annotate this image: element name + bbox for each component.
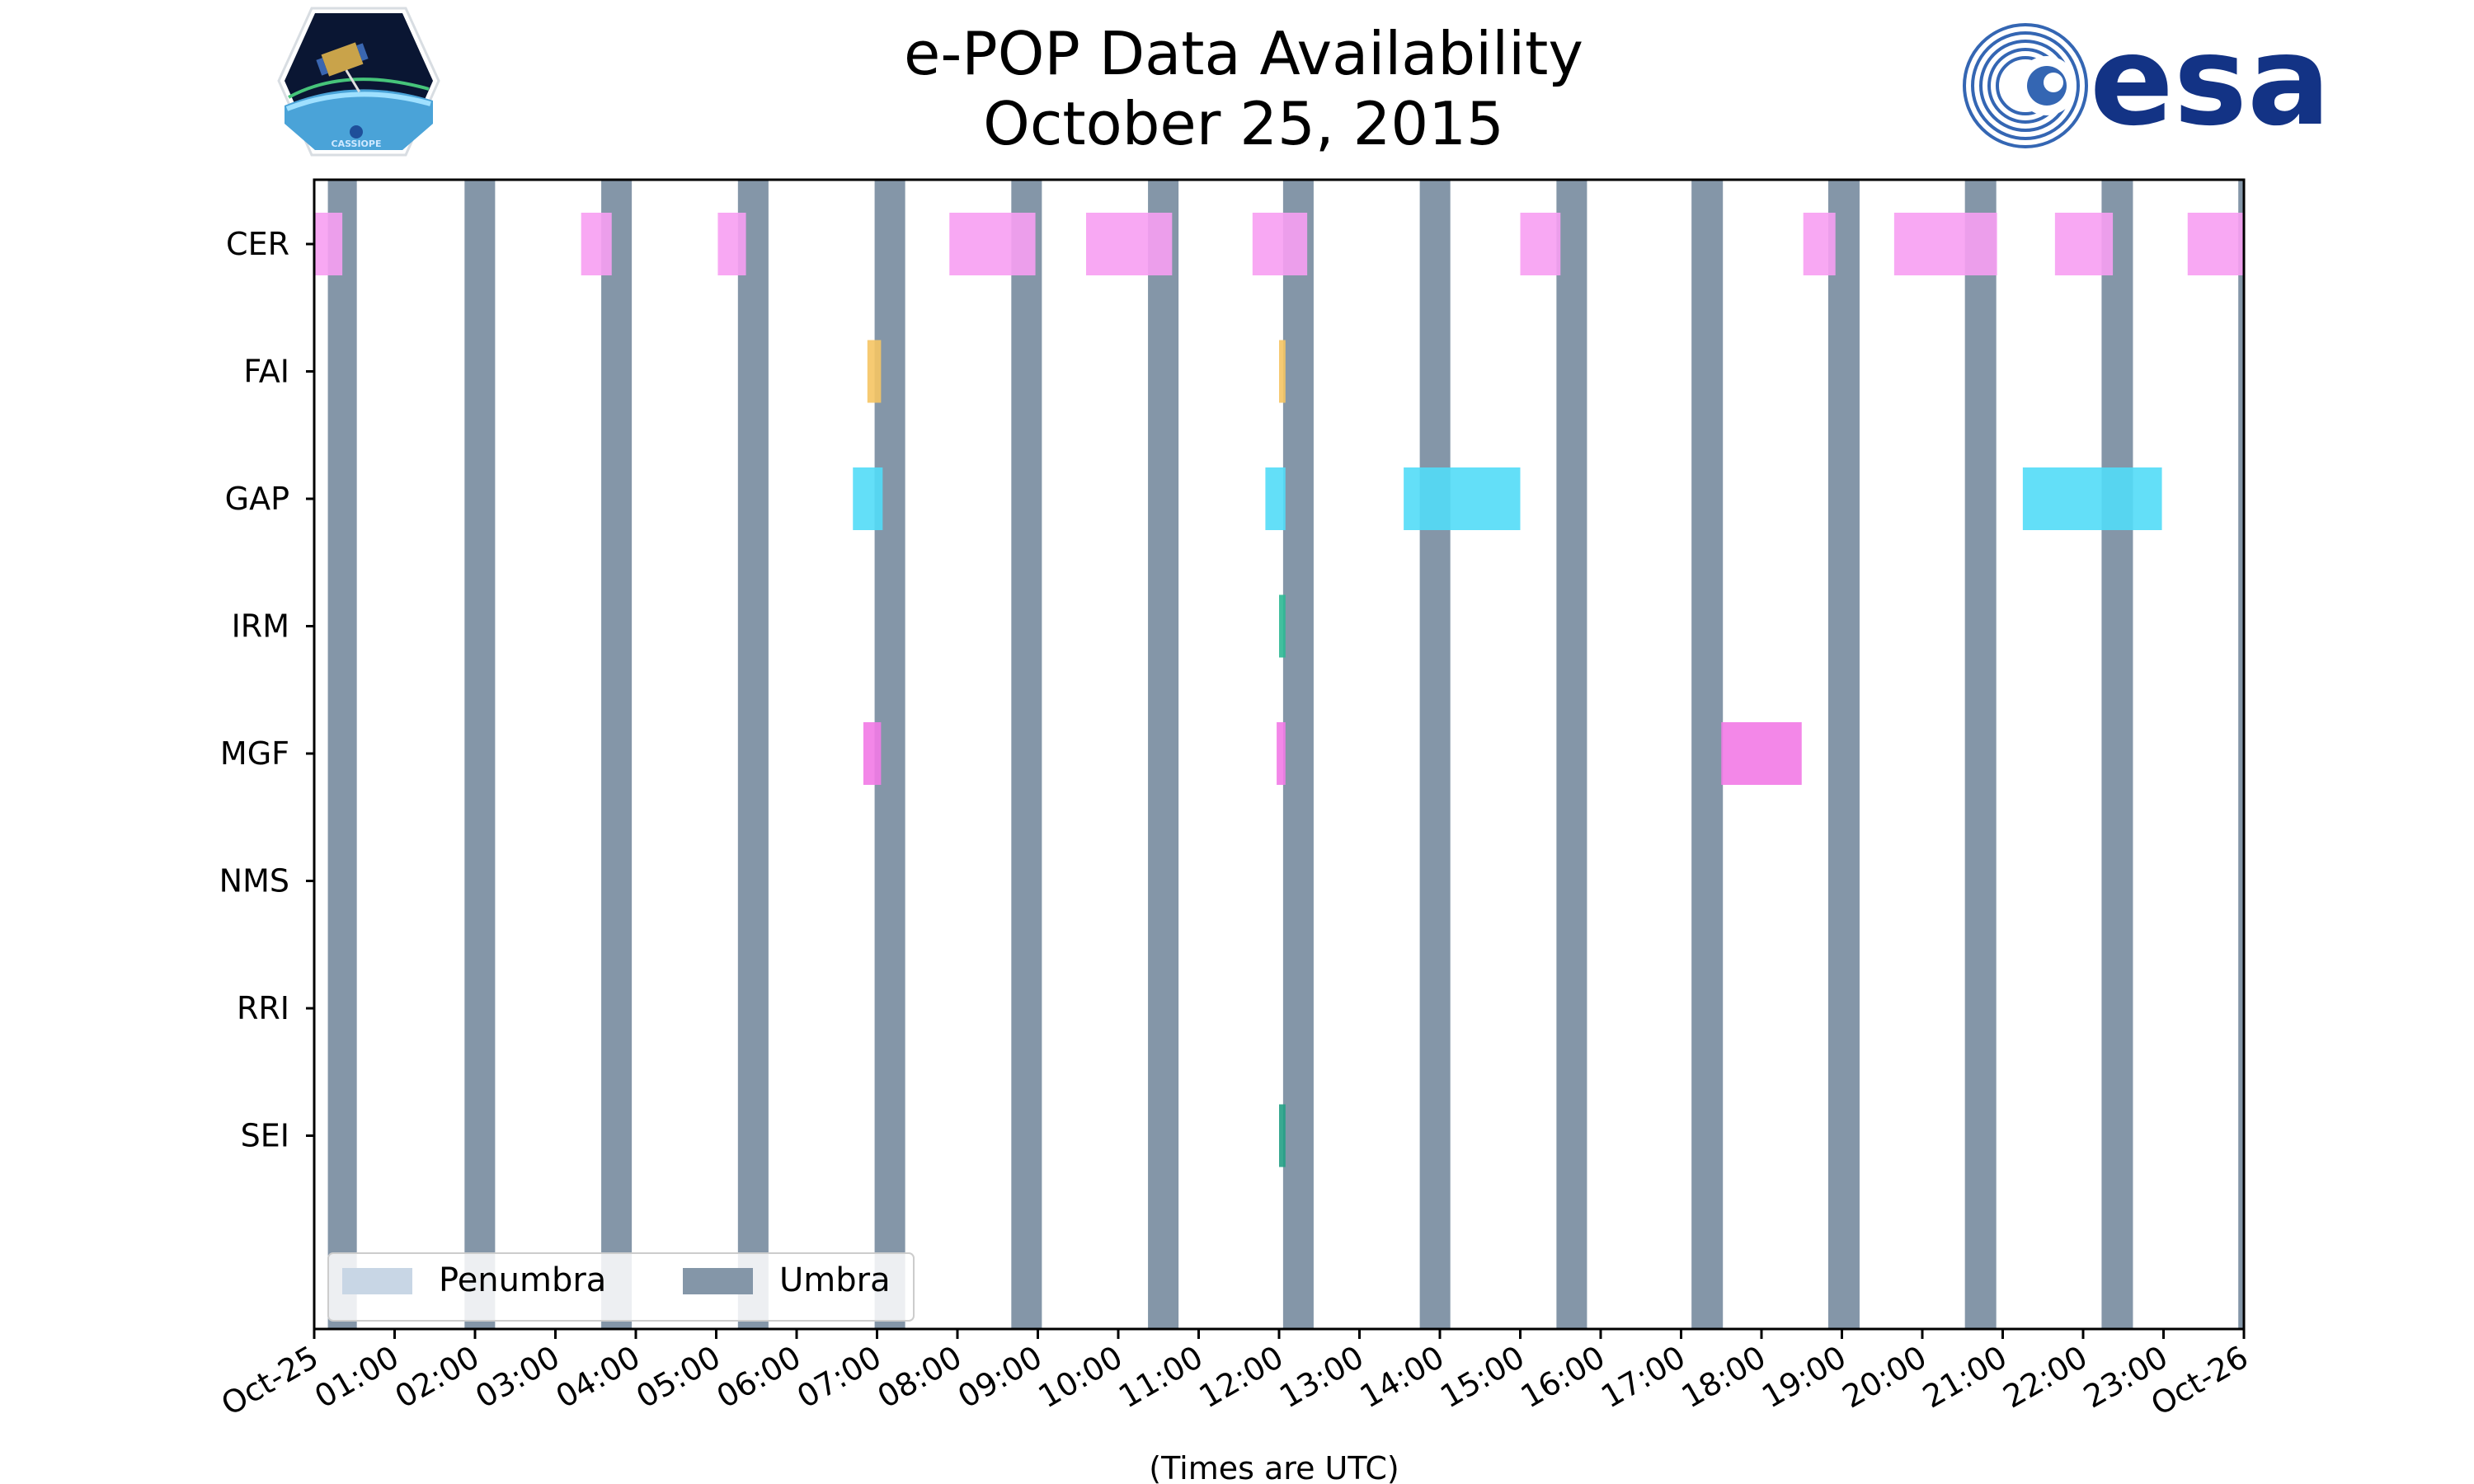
segment-fai [867,340,882,403]
x-tick-label: 08:00 [872,1339,968,1416]
x-tick-label: 01:00 [308,1339,405,1416]
segment-cer [1520,213,1561,275]
x-tick-label: 19:00 [1756,1339,1852,1416]
y-tick-label: IRM [232,608,289,645]
x-tick-label: 11:00 [1112,1339,1209,1416]
umbra-band [2101,180,2133,1329]
legend-label-penumbra: Penumbra [439,1261,606,1299]
segment-gap [1404,467,1521,530]
segment-mgf [1721,722,1802,785]
umbra-band [1282,180,1314,1329]
x-tick-label: 02:00 [389,1339,486,1416]
chart-title-line1: e-POP Data Availability [904,19,1583,88]
segment-cer [2054,213,2114,275]
x-axis: Oct-2501:0002:0003:0004:0005:0006:0007:0… [215,1329,2255,1423]
y-tick-label: MGF [220,735,289,772]
x-tick-label: 10:00 [1032,1339,1129,1416]
umbra-band [737,180,769,1329]
x-tick-label: Oct-25 [215,1339,325,1423]
y-tick-label: SEI [241,1118,289,1154]
umbra-band [327,180,357,1329]
x-tick-label: 20:00 [1837,1339,1933,1416]
umbra-band [1827,180,1860,1329]
x-tick-label: 15:00 [1434,1339,1531,1416]
x-tick-label: 17:00 [1595,1339,1691,1416]
cassiope-logo-text: CASSIOPE [332,139,382,149]
segment-cer [717,213,746,275]
y-tick-label: FAI [243,354,289,390]
legend: Penumbra Umbra [327,1252,915,1322]
legend-swatch-umbra [683,1268,753,1294]
legend-label-umbra: Umbra [779,1261,891,1299]
y-tick-label: CER [226,226,289,262]
legend-box [327,1252,915,1322]
umbra-band [601,180,633,1329]
x-tick-label: 07:00 [791,1339,887,1416]
y-tick-label: GAP [225,481,289,517]
y-tick-label: NMS [219,863,289,899]
y-axis: CER FAI GAP IRM MGF NMS RRI SEI [219,226,314,1154]
segment-cer [949,213,1036,275]
x-tick-label: 18:00 [1676,1339,1772,1416]
x-tick-label: 16:00 [1515,1339,1611,1416]
umbra-band [1691,180,1724,1329]
segment-cer [581,213,612,275]
segment-gap [2022,467,2162,530]
x-tick-label: 05:00 [630,1339,727,1416]
umbra-band [1148,180,1179,1329]
segment-mgf [1277,722,1286,785]
esa-logo-text: esa [2090,10,2331,153]
x-tick-label: 13:00 [1273,1339,1370,1416]
segment-cer [1086,213,1173,275]
y-tick-label: RRI [237,990,289,1026]
umbra-band [1419,180,1451,1329]
segment-cer [1252,213,1308,275]
umbra-band [1556,180,1587,1329]
x-tick-label: 04:00 [550,1339,647,1416]
umbra-band [1011,180,1042,1329]
x-tick-label: 22:00 [1997,1339,2094,1416]
legend-swatch-penumbra [342,1268,412,1294]
umbra-band [464,180,496,1329]
x-tick-label: 21:00 [1917,1339,2013,1416]
instrument-segments [314,213,2244,1167]
x-tick-label: 14:00 [1354,1339,1451,1416]
segment-irm [1279,594,1286,658]
segment-gap [853,467,883,530]
segment-cer [2187,213,2244,275]
segment-sei [1279,1104,1286,1167]
x-tick-label: 03:00 [469,1339,566,1416]
x-tick-label: 12:00 [1193,1339,1290,1416]
x-tick-label: 06:00 [711,1339,807,1416]
segment-cer [1893,213,1997,275]
segment-gap [1265,467,1286,530]
umbra-band [2238,180,2244,1329]
segment-fai [1279,340,1286,403]
cassiope-logo: CASSIOPE [277,7,440,157]
segment-cer [1803,213,1836,275]
umbra-bands [327,180,2244,1329]
esa-logo: esa [1963,10,2331,153]
x-tick-label: 09:00 [952,1339,1048,1416]
x-axis-label: (Times are UTC) [1149,1450,1399,1484]
segment-cer [314,213,343,275]
segment-mgf [863,722,882,785]
chart-title-line2: October 25, 2015 [983,89,1504,158]
umbra-band [1964,180,1997,1329]
